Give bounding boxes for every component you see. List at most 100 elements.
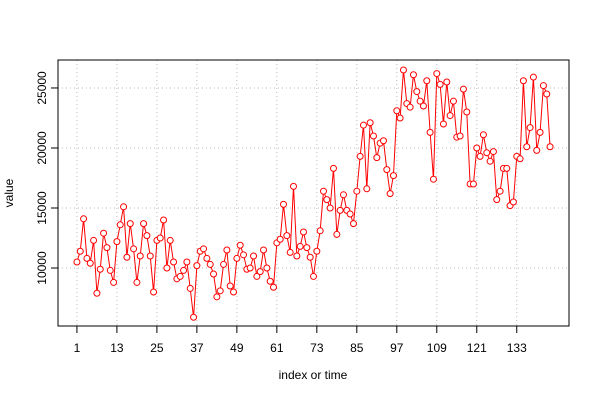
- data-point: [263, 264, 271, 272]
- x-tick-label: 49: [230, 341, 244, 355]
- data-point: [519, 77, 527, 85]
- data-point: [496, 187, 504, 195]
- data-point: [220, 260, 228, 268]
- y-tick-label: 15000: [35, 191, 49, 225]
- data-point: [383, 166, 391, 174]
- data-point: [136, 252, 144, 260]
- data-point: [130, 245, 138, 253]
- data-point: [486, 157, 494, 165]
- data-point: [389, 172, 397, 180]
- data-point: [86, 259, 94, 267]
- data-point: [469, 180, 477, 188]
- data-point: [416, 97, 424, 105]
- data-point: [529, 73, 537, 81]
- data-point: [110, 278, 118, 286]
- data-point: [256, 268, 264, 276]
- data-point: [166, 236, 174, 244]
- data-point: [306, 253, 314, 261]
- y-tick-label: 10000: [35, 251, 49, 285]
- data-point: [246, 264, 254, 272]
- data-point: [439, 120, 447, 128]
- x-tick-label: 25: [150, 341, 164, 355]
- data-point: [186, 284, 194, 292]
- x-tick-label: 121: [467, 341, 487, 355]
- plot-frame: [57, 59, 570, 327]
- data-point: [473, 144, 481, 152]
- data-point: [83, 254, 91, 262]
- data-point: [509, 198, 517, 206]
- data-point: [423, 77, 431, 85]
- data-point: [190, 313, 198, 321]
- data-point: [183, 258, 191, 266]
- data-point: [123, 253, 131, 261]
- data-point: [326, 204, 334, 212]
- x-tick-label: 37: [190, 341, 204, 355]
- data-point: [493, 196, 501, 204]
- data-point: [133, 278, 141, 286]
- data-point: [409, 71, 417, 79]
- data-point: [96, 265, 104, 273]
- data-point: [393, 107, 401, 115]
- x-tick-label: 61: [270, 341, 284, 355]
- data-point: [366, 119, 374, 127]
- data-point: [399, 66, 407, 74]
- data-point: [436, 80, 444, 88]
- data-point: [310, 272, 317, 280]
- y-axis-label: value: [2, 178, 16, 207]
- y-tick-label: 25000: [35, 71, 49, 105]
- data-point: [503, 164, 511, 172]
- data-point: [253, 272, 261, 280]
- data-point: [396, 114, 404, 122]
- data-point: [459, 85, 467, 93]
- data-point: [170, 258, 178, 266]
- data-point: [216, 287, 224, 295]
- data-point: [266, 277, 274, 285]
- data-point: [90, 236, 98, 244]
- data-point: [316, 227, 324, 235]
- data-point: [456, 132, 464, 140]
- data-point: [303, 244, 311, 252]
- data-point: [353, 187, 361, 195]
- data-point: [526, 124, 534, 132]
- data-point: [516, 155, 524, 163]
- data-point: [536, 128, 544, 136]
- x-tick-label: 109: [427, 341, 447, 355]
- data-point: [449, 97, 457, 105]
- data-point: [379, 137, 387, 145]
- data-point: [533, 146, 541, 154]
- data-point: [339, 191, 347, 199]
- data-point: [80, 215, 88, 223]
- data-point: [323, 196, 331, 204]
- data-point: [223, 246, 231, 254]
- data-point: [319, 187, 327, 195]
- data-point: [386, 190, 394, 198]
- data-point: [546, 143, 554, 151]
- data-point: [419, 102, 427, 110]
- data-point: [150, 288, 158, 296]
- data-point: [213, 293, 221, 301]
- data-point: [296, 242, 304, 250]
- x-tick-label: 133: [507, 341, 527, 355]
- data-point: [93, 289, 101, 297]
- data-point: [163, 264, 171, 272]
- data-point: [489, 148, 497, 156]
- data-point: [206, 260, 214, 268]
- data-point: [433, 70, 441, 78]
- x-tick-label: 13: [110, 341, 124, 355]
- data-point: [160, 216, 168, 224]
- y-tick-label: 20000: [35, 131, 49, 165]
- data-point: [413, 88, 421, 96]
- data-point: [283, 232, 291, 240]
- data-point: [286, 248, 294, 256]
- data-point: [270, 283, 278, 291]
- data-point: [280, 200, 288, 208]
- data-point: [479, 131, 487, 139]
- x-tick-label: 97: [390, 341, 404, 355]
- data-point: [240, 251, 248, 259]
- data-point: [483, 149, 491, 157]
- data-point: [203, 254, 211, 262]
- data-point: [369, 132, 377, 140]
- data-point: [446, 112, 454, 120]
- data-point: [230, 288, 238, 296]
- data-point: [180, 266, 188, 274]
